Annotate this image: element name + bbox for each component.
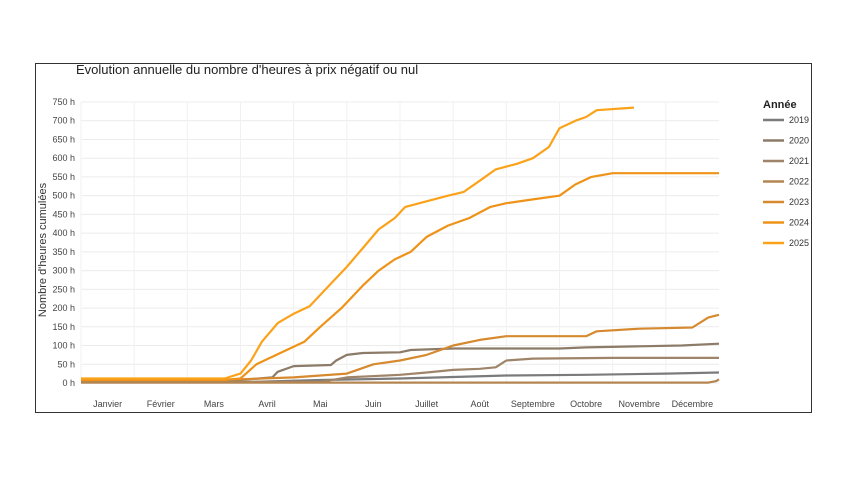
legend-label-2022: 2022 bbox=[789, 177, 809, 187]
y-tick-label: 200 h bbox=[52, 303, 75, 313]
series-line-2023 bbox=[80, 313, 720, 382]
series-line-2022 bbox=[81, 378, 720, 384]
x-tick-label: Mai bbox=[313, 399, 328, 409]
y-tick-label: 150 h bbox=[52, 322, 75, 332]
y-tick-label: 650 h bbox=[52, 134, 75, 144]
y-tick-label: 450 h bbox=[52, 209, 75, 219]
series-line-2024 bbox=[81, 172, 719, 382]
x-axis-ticks: Janvier Février Mars Avril Mai Juin Juillet Aoû… bbox=[93, 399, 713, 409]
series-line-2025 bbox=[81, 106, 634, 380]
series-line-2021 bbox=[81, 356, 719, 383]
x-tick-label: Novembre bbox=[618, 399, 660, 409]
line-chart: 0 h 50 h 100 h 150 h 200 h 250 h 300 h 350 h 400… bbox=[37, 97, 809, 409]
y-tick-label: 750 h bbox=[52, 97, 75, 107]
legend-label-2019: 2019 bbox=[789, 115, 809, 125]
y-tick-label: 400 h bbox=[52, 228, 75, 238]
x-tick-label: Octobre bbox=[570, 399, 602, 409]
y-tick-label: 350 h bbox=[52, 247, 75, 257]
y-tick-label: 250 h bbox=[52, 284, 75, 294]
x-tick-label: Avril bbox=[258, 399, 275, 409]
legend-label-2025: 2025 bbox=[789, 238, 809, 248]
y-tick-label: 100 h bbox=[52, 341, 75, 351]
grid-lines bbox=[80, 101, 719, 384]
y-tick-label: 500 h bbox=[52, 191, 75, 201]
x-tick-label: Mars bbox=[204, 399, 224, 409]
x-tick-label: Janvier bbox=[93, 399, 122, 409]
y-axis-ticks: 0 h 50 h 100 h 150 h 200 h 250 h 300 h 350 h 400… bbox=[52, 97, 75, 388]
x-tick-label: Juillet bbox=[415, 399, 439, 409]
x-tick-label: Juin bbox=[365, 399, 382, 409]
y-axis-label: Nombre d'heures cumulées bbox=[37, 182, 49, 317]
legend-label-2024: 2024 bbox=[789, 218, 809, 228]
y-tick-label: 600 h bbox=[52, 153, 75, 163]
series-lines bbox=[80, 106, 720, 384]
legend-title: Année bbox=[763, 99, 797, 111]
x-tick-label: Février bbox=[147, 399, 175, 409]
y-tick-label: 50 h bbox=[57, 359, 75, 369]
legend: Année 2019 2020 2021 2022 2023 2024 2025 bbox=[763, 99, 809, 248]
y-tick-label: 0 h bbox=[62, 378, 75, 388]
y-tick-label: 550 h bbox=[52, 172, 75, 182]
legend-label-2023: 2023 bbox=[789, 197, 809, 207]
x-tick-label: Septembre bbox=[511, 399, 555, 409]
x-tick-label: Décembre bbox=[672, 399, 714, 409]
legend-label-2021: 2021 bbox=[789, 156, 809, 166]
y-tick-label: 700 h bbox=[52, 116, 75, 126]
y-tick-label: 300 h bbox=[52, 266, 75, 276]
chart-title: Evolution annuelle du nombre d'heures à … bbox=[76, 62, 419, 77]
x-tick-label: Août bbox=[470, 399, 489, 409]
chart-frame: Evolution annuelle du nombre d'heures à … bbox=[35, 62, 812, 413]
legend-label-2020: 2020 bbox=[789, 136, 809, 146]
